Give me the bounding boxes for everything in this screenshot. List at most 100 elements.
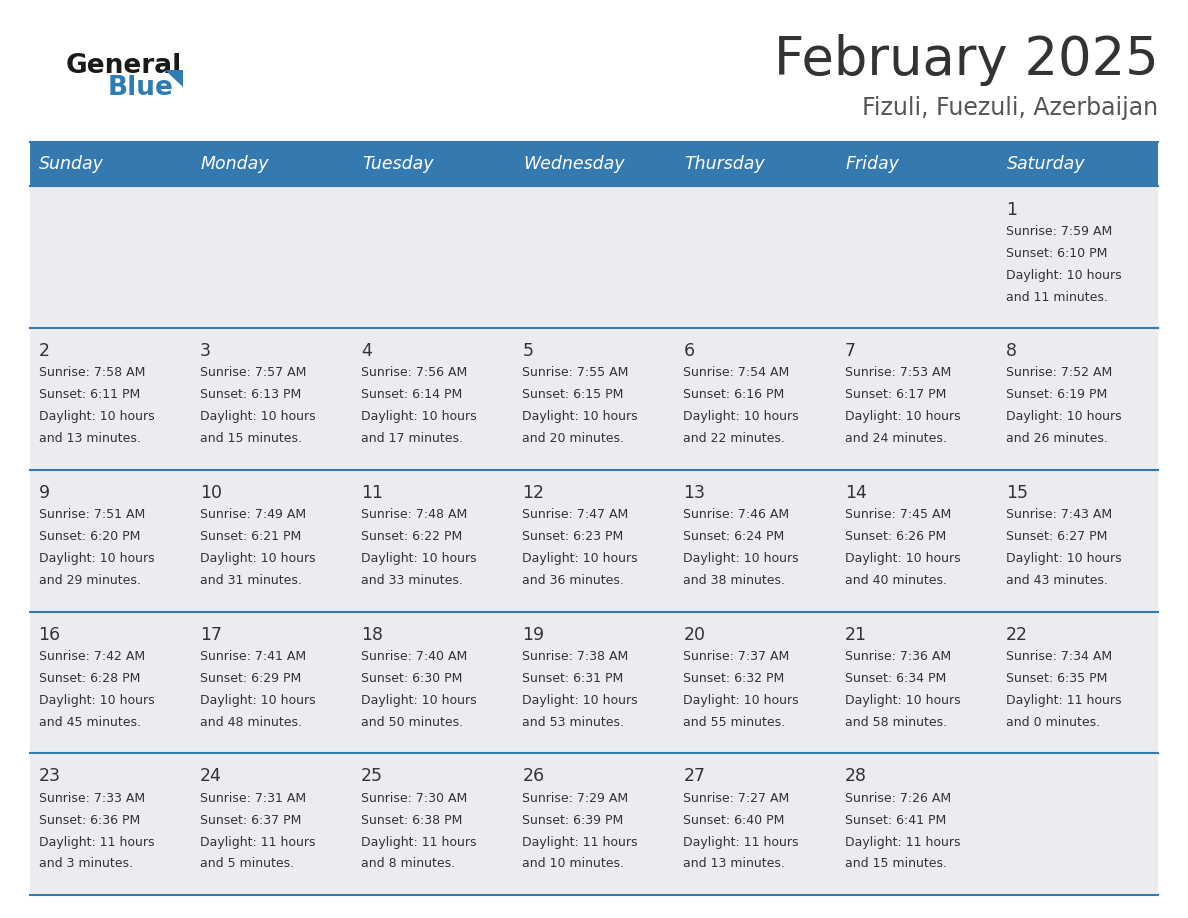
Text: Daylight: 10 hours: Daylight: 10 hours [38,694,154,707]
Text: Sunset: 6:35 PM: Sunset: 6:35 PM [1006,672,1107,685]
Text: Sunset: 6:37 PM: Sunset: 6:37 PM [200,813,302,826]
Text: Sunrise: 7:48 AM: Sunrise: 7:48 AM [361,508,467,521]
Text: and 0 minutes.: and 0 minutes. [1006,716,1100,729]
Text: Sunset: 6:20 PM: Sunset: 6:20 PM [38,530,140,543]
Text: 26: 26 [523,767,544,786]
Text: and 22 minutes.: and 22 minutes. [683,432,785,445]
Text: Sunrise: 7:45 AM: Sunrise: 7:45 AM [845,508,950,521]
Text: Sunset: 6:34 PM: Sunset: 6:34 PM [845,672,946,685]
Text: Sunset: 6:14 PM: Sunset: 6:14 PM [361,388,462,401]
Text: Sunset: 6:15 PM: Sunset: 6:15 PM [523,388,624,401]
Text: and 11 minutes.: and 11 minutes. [1006,290,1108,304]
Bar [997,142,1158,186]
Text: Daylight: 10 hours: Daylight: 10 hours [1006,410,1121,423]
Text: Daylight: 10 hours: Daylight: 10 hours [1006,552,1121,565]
Text: 21: 21 [845,626,867,644]
Text: Tuesday: Tuesday [362,155,434,174]
Text: Sunset: 6:39 PM: Sunset: 6:39 PM [523,813,624,826]
Text: Daylight: 10 hours: Daylight: 10 hours [683,410,800,423]
Text: 11: 11 [361,484,383,502]
Text: Sunrise: 7:55 AM: Sunrise: 7:55 AM [523,366,628,379]
Text: Daylight: 10 hours: Daylight: 10 hours [200,410,316,423]
Text: 2: 2 [38,342,50,360]
Text: 17: 17 [200,626,222,644]
Text: Sunrise: 7:46 AM: Sunrise: 7:46 AM [683,508,790,521]
Text: 18: 18 [361,626,383,644]
Text: Daylight: 10 hours: Daylight: 10 hours [1006,269,1121,282]
Text: Friday: Friday [846,155,899,174]
Text: Sunrise: 7:51 AM: Sunrise: 7:51 AM [38,508,145,521]
Text: Sunset: 6:41 PM: Sunset: 6:41 PM [845,813,946,826]
Text: Sunset: 6:27 PM: Sunset: 6:27 PM [1006,530,1107,543]
Text: and 29 minutes.: and 29 minutes. [38,574,140,587]
Text: Daylight: 10 hours: Daylight: 10 hours [523,410,638,423]
Text: and 15 minutes.: and 15 minutes. [845,857,947,870]
Text: 27: 27 [683,767,706,786]
Text: Sunrise: 7:47 AM: Sunrise: 7:47 AM [523,508,628,521]
Text: Daylight: 11 hours: Daylight: 11 hours [1006,694,1121,707]
Text: Daylight: 11 hours: Daylight: 11 hours [845,835,960,848]
Text: Sunrise: 7:54 AM: Sunrise: 7:54 AM [683,366,790,379]
Text: Daylight: 10 hours: Daylight: 10 hours [523,552,638,565]
Text: Sunrise: 7:37 AM: Sunrise: 7:37 AM [683,650,790,663]
Text: 1: 1 [1006,200,1017,218]
Text: Daylight: 11 hours: Daylight: 11 hours [683,835,800,848]
Text: Sunset: 6:32 PM: Sunset: 6:32 PM [683,672,785,685]
Text: Daylight: 10 hours: Daylight: 10 hours [845,694,960,707]
Bar [30,611,1158,754]
Text: and 58 minutes.: and 58 minutes. [845,716,947,729]
Text: and 8 minutes.: and 8 minutes. [361,857,455,870]
Text: Sunrise: 7:59 AM: Sunrise: 7:59 AM [1006,225,1112,238]
Text: Sunrise: 7:52 AM: Sunrise: 7:52 AM [1006,366,1112,379]
Text: Daylight: 10 hours: Daylight: 10 hours [845,552,960,565]
Bar [675,142,836,186]
Text: Sunrise: 7:36 AM: Sunrise: 7:36 AM [845,650,950,663]
Text: and 31 minutes.: and 31 minutes. [200,574,302,587]
Bar [513,142,675,186]
Text: Sunrise: 7:42 AM: Sunrise: 7:42 AM [38,650,145,663]
Bar [352,142,513,186]
Text: 3: 3 [200,342,210,360]
Bar [30,754,1158,895]
Text: General: General [65,53,182,80]
Text: and 10 minutes.: and 10 minutes. [523,857,624,870]
Text: and 43 minutes.: and 43 minutes. [1006,574,1108,587]
Text: Sunset: 6:23 PM: Sunset: 6:23 PM [523,530,624,543]
Text: Daylight: 11 hours: Daylight: 11 hours [38,835,154,848]
Text: Daylight: 10 hours: Daylight: 10 hours [683,694,800,707]
Text: 25: 25 [361,767,383,786]
Text: and 15 minutes.: and 15 minutes. [200,432,302,445]
Text: 6: 6 [683,342,695,360]
Text: Sunset: 6:16 PM: Sunset: 6:16 PM [683,388,785,401]
Text: 16: 16 [38,626,61,644]
Text: Sunrise: 7:26 AM: Sunrise: 7:26 AM [845,791,950,804]
Text: 5: 5 [523,342,533,360]
Text: and 38 minutes.: and 38 minutes. [683,574,785,587]
Text: and 26 minutes.: and 26 minutes. [1006,432,1108,445]
Text: Fizuli, Fuezuli, Azerbaijan: Fizuli, Fuezuli, Azerbaijan [862,96,1158,120]
Text: Daylight: 10 hours: Daylight: 10 hours [683,552,800,565]
Text: and 24 minutes.: and 24 minutes. [845,432,947,445]
Text: Daylight: 10 hours: Daylight: 10 hours [845,410,960,423]
Text: Sunrise: 7:43 AM: Sunrise: 7:43 AM [1006,508,1112,521]
Text: Sunrise: 7:38 AM: Sunrise: 7:38 AM [523,650,628,663]
Text: Sunset: 6:10 PM: Sunset: 6:10 PM [1006,247,1107,260]
Text: Sunrise: 7:56 AM: Sunrise: 7:56 AM [361,366,467,379]
Text: Sunset: 6:26 PM: Sunset: 6:26 PM [845,530,946,543]
Text: 24: 24 [200,767,222,786]
Text: 15: 15 [1006,484,1028,502]
Text: Sunset: 6:36 PM: Sunset: 6:36 PM [38,813,140,826]
Text: Sunset: 6:17 PM: Sunset: 6:17 PM [845,388,946,401]
Text: and 50 minutes.: and 50 minutes. [361,716,463,729]
Text: Sunrise: 7:58 AM: Sunrise: 7:58 AM [38,366,145,379]
Text: Daylight: 11 hours: Daylight: 11 hours [523,835,638,848]
Text: and 13 minutes.: and 13 minutes. [38,432,140,445]
Text: Sunrise: 7:30 AM: Sunrise: 7:30 AM [361,791,467,804]
Text: 19: 19 [523,626,544,644]
Text: February 2025: February 2025 [773,34,1158,85]
Text: Sunrise: 7:57 AM: Sunrise: 7:57 AM [200,366,307,379]
Text: and 36 minutes.: and 36 minutes. [523,574,624,587]
Text: 9: 9 [38,484,50,502]
Bar [30,142,191,186]
Text: Blue: Blue [107,75,173,102]
